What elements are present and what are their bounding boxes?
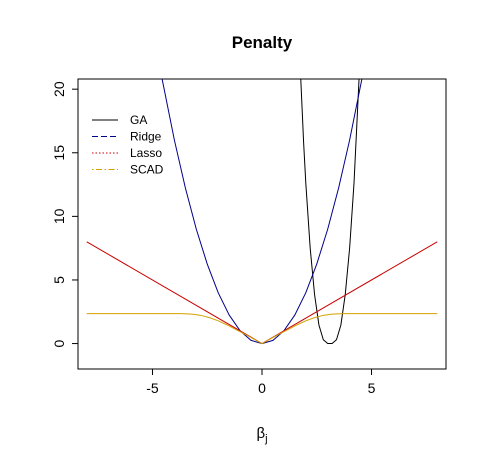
x-axis: -5 0 5 bbox=[146, 368, 376, 396]
x-tick-label: 0 bbox=[258, 380, 266, 396]
legend: GA Ridge Lasso SCAD bbox=[92, 113, 164, 177]
legend-label-ga: GA bbox=[130, 113, 147, 127]
series-line-scad bbox=[86, 313, 438, 345]
x-axis-label-subscript: j bbox=[264, 433, 267, 445]
y-tick-label: 15 bbox=[51, 145, 67, 161]
y-axis: 0 5 10 15 20 bbox=[51, 81, 79, 347]
series-line-ridge bbox=[161, 79, 363, 345]
legend-label-lasso: Lasso bbox=[130, 146, 162, 160]
series-layer bbox=[86, 79, 438, 345]
x-axis-label: βj bbox=[256, 425, 267, 445]
legend-label-ridge: Ridge bbox=[130, 130, 162, 144]
x-axis-label-main: β bbox=[256, 425, 265, 442]
x-tick-label: -5 bbox=[146, 380, 159, 396]
y-tick-label: 10 bbox=[51, 208, 67, 224]
series-line-ga bbox=[300, 79, 360, 345]
legend-label-scad: SCAD bbox=[130, 163, 164, 177]
y-tick-label: 20 bbox=[51, 81, 67, 97]
series-line-lasso bbox=[86, 241, 438, 345]
x-tick-label: 5 bbox=[368, 380, 376, 396]
chart-title: Penalty bbox=[232, 33, 293, 52]
y-tick-label: 0 bbox=[51, 339, 67, 347]
y-tick-label: 5 bbox=[51, 276, 67, 284]
